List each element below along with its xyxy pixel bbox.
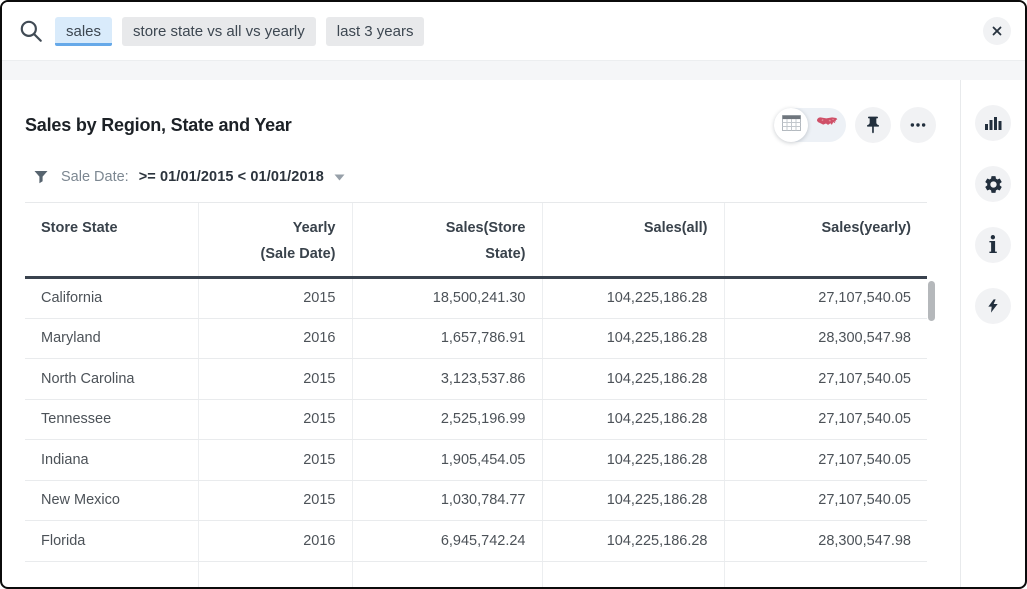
table-row-partial — [25, 561, 927, 587]
table-cell: 18,500,241.30 — [351, 277, 542, 319]
table-cell: 2015 — [197, 439, 352, 481]
table-row: Maryland 2016 1,657,786.91 104,225,186.28 28… — [25, 318, 927, 359]
table-cell: 27,107,540.05 — [723, 277, 927, 319]
search-token[interactable]: store state vs all vs yearly — [122, 16, 316, 46]
column-header[interactable]: Yearly (Sale Date) — [197, 202, 352, 279]
table-cell: New Mexico — [25, 480, 198, 521]
info-button[interactable]: i — [975, 227, 1011, 263]
table-cell — [351, 561, 542, 587]
close-icon[interactable] — [983, 17, 1011, 45]
lightning-icon — [985, 296, 1001, 316]
table-cell: Maryland — [25, 318, 198, 359]
table-cell: 28,300,547.98 — [723, 318, 927, 359]
table-row: North Carolina 2015 3,123,537.86 104,225,18… — [25, 358, 927, 400]
table-cell: 28,300,547.98 — [723, 520, 927, 562]
settings-button[interactable] — [975, 166, 1011, 202]
table-cell: 104,225,186.28 — [541, 399, 724, 440]
page-title: Sales by Region, State and Year — [25, 114, 292, 135]
results-table: Store State Yearly (Sale Date) Sales(Store S… — [25, 202, 935, 587]
column-header[interactable]: Sales(Store State) — [351, 202, 542, 279]
column-header[interactable]: Store State — [25, 202, 198, 279]
filter-chip[interactable]: Sale Date: >= 01/01/2015 < 01/01/2018 — [25, 169, 936, 185]
pin-icon — [863, 115, 883, 135]
table-row: California 2015 18,500,241.30 104,225,186.2… — [25, 277, 927, 319]
search-token[interactable]: sales — [55, 16, 113, 46]
table-cell: Indiana — [25, 439, 198, 481]
table-cell: Tennessee — [25, 399, 198, 440]
table-cell: California — [25, 277, 198, 319]
insights-button[interactable] — [975, 288, 1011, 324]
table-scrollbar[interactable] — [928, 281, 935, 321]
bar-chart-icon — [984, 114, 1002, 132]
filter-funnel-icon — [34, 170, 48, 184]
chevron-down-icon[interactable] — [334, 174, 345, 181]
toolbar-band — [2, 60, 1025, 80]
table-cell: 104,225,186.28 — [541, 277, 724, 319]
right-rail: i — [961, 80, 1025, 587]
table-cell: 104,225,186.28 — [541, 520, 724, 562]
gear-icon — [983, 174, 1004, 195]
table-cell: 2,525,196.99 — [351, 399, 542, 440]
table-header-row: Store State Yearly (Sale Date) Sales(Store S… — [25, 202, 927, 279]
table-cell: 27,107,540.05 — [723, 399, 927, 440]
sidebar-divider — [960, 80, 961, 587]
table-cell — [541, 561, 724, 587]
table-row: Tennessee 2015 2,525,196.99 104,225,186.28 2… — [25, 399, 927, 440]
table-cell: 104,225,186.28 — [541, 318, 724, 359]
table-cell: 27,107,540.05 — [723, 439, 927, 481]
table-cell: 104,225,186.28 — [541, 439, 724, 481]
search-tokens[interactable]: sales store state vs all vs yearly last 3 … — [55, 16, 983, 46]
table-cell — [25, 561, 198, 587]
chart-panel-button[interactable] — [975, 105, 1011, 141]
search-bar[interactable]: sales store state vs all vs yearly last 3 … — [2, 2, 1025, 60]
table-cell: 2015 — [197, 399, 352, 440]
table-cell: 27,107,540.05 — [723, 358, 927, 400]
table-row: Indiana 2015 1,905,454.05 104,225,186.28 27,… — [25, 439, 927, 481]
map-view-button[interactable] — [808, 115, 846, 135]
filter-value[interactable]: >= 01/01/2015 < 01/01/2018 — [138, 169, 324, 185]
more-button[interactable] — [900, 107, 936, 143]
table-cell: 1,030,784.77 — [351, 480, 542, 521]
column-header[interactable]: Sales(yearly) — [723, 202, 927, 279]
search-token[interactable]: last 3 years — [325, 16, 425, 46]
table-cell: 1,657,786.91 — [351, 318, 542, 359]
more-ellipsis-icon — [909, 116, 927, 134]
column-header[interactable]: Sales(all) — [541, 202, 724, 279]
table-cell — [197, 561, 352, 587]
table-cell: 2015 — [197, 480, 352, 521]
search-icon — [18, 18, 44, 44]
table-cell: Florida — [25, 520, 198, 562]
table-cell: 2016 — [197, 318, 352, 359]
pin-button[interactable] — [855, 107, 891, 143]
view-toggle — [774, 108, 846, 142]
table-cell: 3,123,537.86 — [351, 358, 542, 400]
table-cell: 2016 — [197, 520, 352, 562]
table-cell: 104,225,186.28 — [541, 358, 724, 400]
table-grid-icon — [781, 114, 801, 136]
info-icon: i — [988, 231, 998, 259]
table-cell: 6,945,742.24 — [351, 520, 542, 562]
table-view-button[interactable] — [774, 108, 808, 142]
table-row: New Mexico 2015 1,030,784.77 104,225,186.28… — [25, 480, 927, 521]
table-cell — [723, 561, 927, 587]
table-cell: 2015 — [197, 277, 352, 319]
table-cell: 27,107,540.05 — [723, 480, 927, 521]
table-row: Florida 2016 6,945,742.24 104,225,186.28 28,… — [25, 520, 927, 562]
table-body: California 2015 18,500,241.30 104,225,186.2… — [25, 277, 927, 587]
viz-controls — [774, 107, 936, 143]
table-cell: 1,905,454.05 — [351, 439, 542, 481]
us-map-icon — [816, 115, 838, 135]
filter-label: Sale Date: — [61, 169, 129, 185]
table-cell: North Carolina — [25, 358, 198, 400]
table-cell: 2015 — [197, 358, 352, 400]
table-cell: 104,225,186.28 — [541, 480, 724, 521]
